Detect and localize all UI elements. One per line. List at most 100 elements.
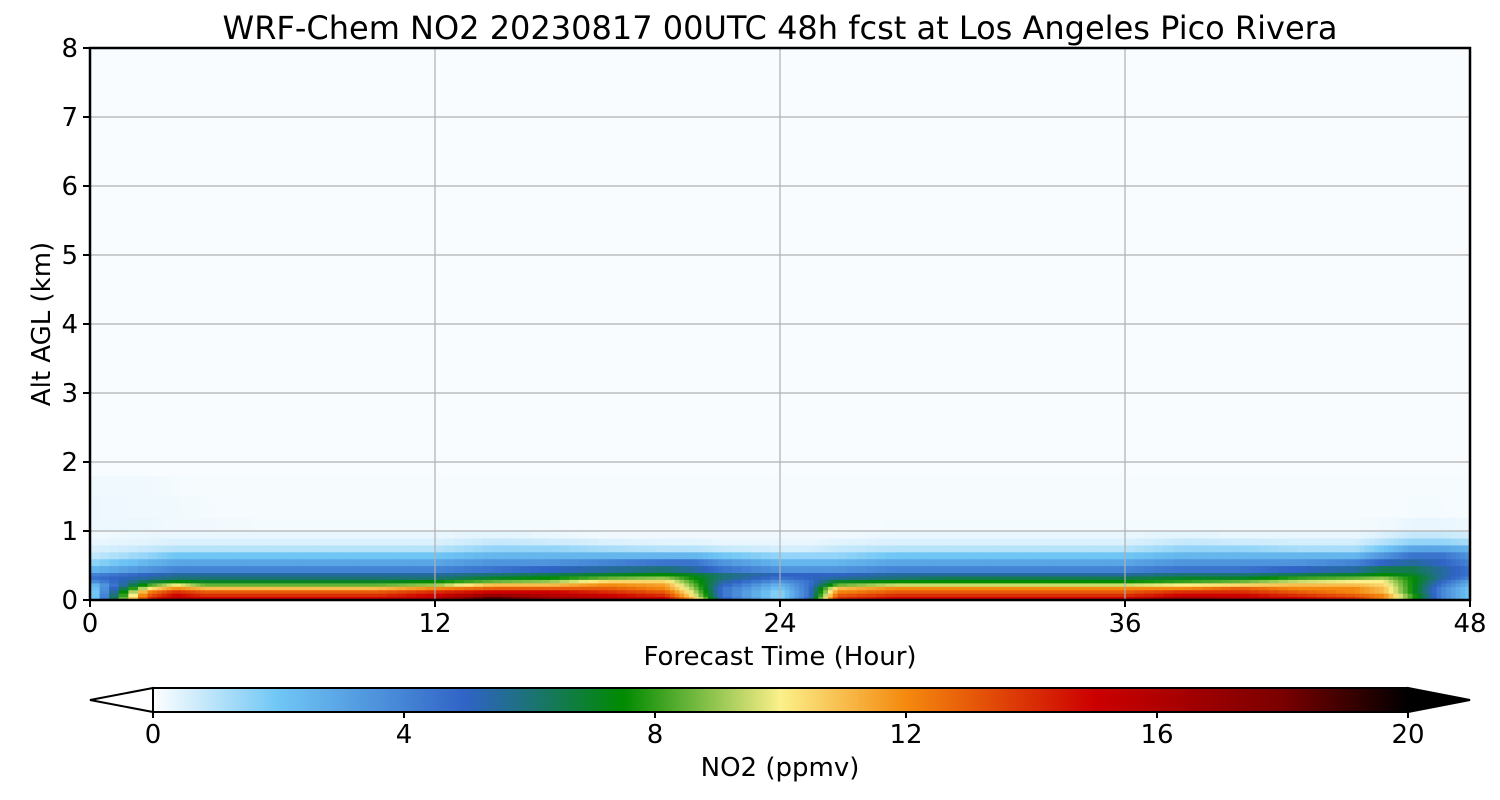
heatmap-cell <box>837 544 848 553</box>
heatmap-cell <box>1364 544 1370 553</box>
heatmap-cell <box>856 537 867 546</box>
heatmap-cell <box>981 517 992 532</box>
heatmap-cell <box>1144 551 1155 560</box>
heatmap-cell <box>784 496 791 518</box>
heatmap-cell <box>1417 558 1423 567</box>
heatmap-cell <box>923 579 934 584</box>
heatmap-cell <box>1144 475 1155 498</box>
heatmap-cell <box>511 558 522 567</box>
heatmap-cell <box>1345 593 1356 598</box>
heatmap-cell <box>181 558 187 567</box>
heatmap-cell <box>320 517 331 532</box>
heatmap-cell <box>157 475 163 498</box>
heatmap-cell <box>1398 496 1404 518</box>
heatmap-cell <box>665 537 671 546</box>
heatmap-cell <box>1446 475 1452 498</box>
heatmap-cell <box>655 517 666 532</box>
heatmap-cell <box>262 596 273 601</box>
heatmap-cell <box>185 558 192 567</box>
heatmap-cell <box>1364 551 1370 560</box>
heatmap-cell <box>578 496 589 518</box>
heatmap-cell <box>698 596 704 601</box>
heatmap-cell <box>856 579 867 584</box>
heatmap-cell <box>698 575 704 580</box>
heatmap-cell <box>1307 596 1318 601</box>
heatmap-cell <box>722 517 733 532</box>
heatmap-cell <box>291 496 302 518</box>
heatmap-cell <box>435 558 446 567</box>
heatmap-cell <box>732 565 743 573</box>
heatmap-cell <box>1230 586 1241 591</box>
x-tick-label: 48 <box>1453 609 1486 639</box>
heatmap-cell <box>1402 589 1409 594</box>
heatmap-cell <box>224 586 235 591</box>
heatmap-cell <box>789 593 795 598</box>
heatmap-cell <box>760 517 772 532</box>
heatmap-cell <box>597 558 609 567</box>
heatmap-cell <box>770 496 781 518</box>
heatmap-cell <box>813 565 819 573</box>
heatmap-cell <box>262 496 273 518</box>
heatmap-cell <box>832 496 839 518</box>
heatmap-cell <box>770 531 781 539</box>
heatmap-cell <box>703 517 709 532</box>
heatmap-cell <box>1163 551 1174 560</box>
heatmap-cell <box>679 517 685 532</box>
heatmap-cell <box>1335 586 1347 591</box>
heatmap-cell <box>837 575 848 580</box>
heatmap-cell <box>751 589 762 594</box>
heatmap-cell <box>195 586 201 591</box>
heatmap-cell <box>1134 579 1145 584</box>
heatmap-cell <box>952 593 963 598</box>
heatmap-cell <box>1268 565 1279 573</box>
heatmap-cell <box>329 586 340 591</box>
heatmap-cell <box>1359 565 1366 573</box>
heatmap-cell <box>569 537 580 546</box>
heatmap-cell <box>152 558 158 567</box>
heatmap-cell <box>291 582 302 587</box>
heatmap-cell <box>597 589 609 594</box>
heatmap-cell <box>1019 572 1030 577</box>
heatmap-cell <box>665 596 671 601</box>
heatmap-cell <box>396 517 407 532</box>
heatmap-cell <box>367 496 379 518</box>
heatmap-cell <box>406 517 417 532</box>
heatmap-cell <box>99 596 110 601</box>
heatmap-cell <box>90 544 101 553</box>
heatmap-cell <box>1163 593 1174 598</box>
heatmap-cell <box>981 586 992 591</box>
heatmap-cell <box>224 544 235 553</box>
heatmap-cell <box>530 558 542 567</box>
heatmap-cell <box>832 517 839 532</box>
heatmap-cell <box>741 572 752 577</box>
heatmap-cell <box>511 582 522 587</box>
heatmap-cell <box>717 586 724 591</box>
heatmap-cell <box>962 572 973 577</box>
heatmap-cell <box>1086 544 1097 553</box>
heatmap-cell <box>1134 596 1145 601</box>
heatmap-cell <box>732 582 743 587</box>
heatmap-cell <box>942 589 954 594</box>
heatmap-cell <box>387 589 398 594</box>
heatmap-cell <box>281 579 292 584</box>
heatmap-cell <box>665 572 671 577</box>
heatmap-cell <box>1230 582 1241 587</box>
heatmap-cell <box>1240 596 1251 601</box>
heatmap-cell <box>1402 565 1409 573</box>
heatmap-cell <box>693 572 700 577</box>
heatmap-cell <box>1153 589 1164 594</box>
heatmap-cell <box>214 565 225 573</box>
heatmap-cell <box>396 586 407 591</box>
heatmap-cell <box>473 558 484 567</box>
heatmap-cell <box>1268 551 1279 560</box>
heatmap-cell <box>1374 565 1380 573</box>
heatmap-cell <box>1407 537 1414 546</box>
heatmap-cell <box>1249 582 1260 587</box>
heatmap-cell <box>1086 551 1097 560</box>
heatmap-cell <box>693 531 700 539</box>
heatmap-cell <box>1240 586 1251 591</box>
heatmap-cell <box>161 586 168 591</box>
heatmap-cell <box>866 531 877 539</box>
heatmap-cell <box>1086 575 1097 580</box>
heatmap-cell <box>444 558 455 567</box>
